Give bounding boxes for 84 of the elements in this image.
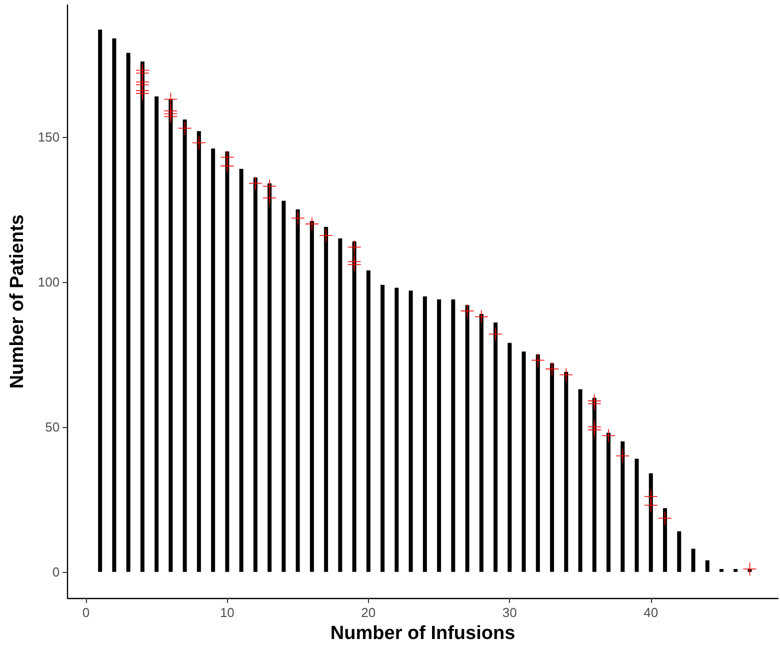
y-tick-label: 100 xyxy=(38,274,60,290)
y-axis-title: Number of Patients xyxy=(7,214,28,389)
point xyxy=(489,328,502,341)
bar xyxy=(437,299,442,572)
point xyxy=(658,512,672,525)
point xyxy=(602,429,616,442)
bar xyxy=(168,99,173,572)
bar xyxy=(564,372,568,572)
bar xyxy=(578,389,582,572)
bar xyxy=(648,473,653,572)
point xyxy=(136,86,149,100)
bar xyxy=(196,131,201,572)
bar xyxy=(338,238,342,572)
x-tick-label: 10 xyxy=(220,605,234,620)
point xyxy=(291,212,304,225)
bar xyxy=(282,200,286,572)
bar xyxy=(310,221,314,572)
bar xyxy=(634,458,639,572)
bar xyxy=(691,548,696,572)
y-tick-label: 0 xyxy=(52,564,60,580)
bar xyxy=(451,299,456,572)
point xyxy=(460,304,474,318)
point xyxy=(305,217,318,230)
point xyxy=(588,397,601,410)
y-tick-label: 150 xyxy=(38,129,60,144)
bar xyxy=(592,398,596,572)
point xyxy=(348,258,361,272)
bar xyxy=(508,342,512,572)
bar xyxy=(550,363,554,572)
bar xyxy=(606,432,611,572)
x-tick-label: 0 xyxy=(82,605,90,620)
bar xyxy=(422,296,427,572)
point xyxy=(178,122,192,135)
bar xyxy=(154,96,159,572)
point xyxy=(164,92,178,106)
bar xyxy=(268,183,272,572)
point xyxy=(531,354,544,367)
point xyxy=(263,180,276,193)
bar xyxy=(620,441,625,572)
bar xyxy=(296,209,300,572)
bar xyxy=(705,560,710,572)
bar xyxy=(239,168,244,572)
bar xyxy=(522,352,526,572)
bar xyxy=(380,284,385,572)
bar xyxy=(352,241,356,572)
bar xyxy=(465,305,470,572)
bar xyxy=(112,38,116,572)
bar xyxy=(394,288,399,572)
bar xyxy=(494,322,498,572)
bar xyxy=(126,52,130,572)
x-tick-label: 30 xyxy=(502,605,517,620)
point xyxy=(743,562,756,576)
point xyxy=(616,449,630,462)
point xyxy=(192,136,206,150)
bar xyxy=(663,508,668,572)
point xyxy=(546,362,559,376)
x-tick-label: 40 xyxy=(644,605,658,620)
bar xyxy=(225,151,230,572)
bar xyxy=(366,270,370,572)
bar xyxy=(677,531,682,572)
x-axis-title: Number of Infusions xyxy=(330,622,516,644)
point xyxy=(220,159,234,172)
bar xyxy=(324,226,328,572)
bar xyxy=(734,569,738,572)
point xyxy=(560,368,573,382)
bar xyxy=(211,148,216,572)
bar xyxy=(98,30,102,572)
point xyxy=(263,191,276,204)
y-tick-label: 50 xyxy=(45,419,60,434)
bar xyxy=(408,290,413,572)
bar xyxy=(536,354,540,572)
x-tick-label: 20 xyxy=(361,605,376,620)
point xyxy=(474,310,488,324)
point xyxy=(248,176,262,190)
bar xyxy=(720,569,724,572)
point xyxy=(348,240,361,254)
bar xyxy=(140,62,144,572)
point xyxy=(164,110,178,124)
bar xyxy=(253,178,258,572)
bar xyxy=(479,314,484,572)
point xyxy=(588,423,601,436)
point xyxy=(320,229,333,242)
bar xyxy=(182,120,187,572)
point xyxy=(644,498,658,512)
